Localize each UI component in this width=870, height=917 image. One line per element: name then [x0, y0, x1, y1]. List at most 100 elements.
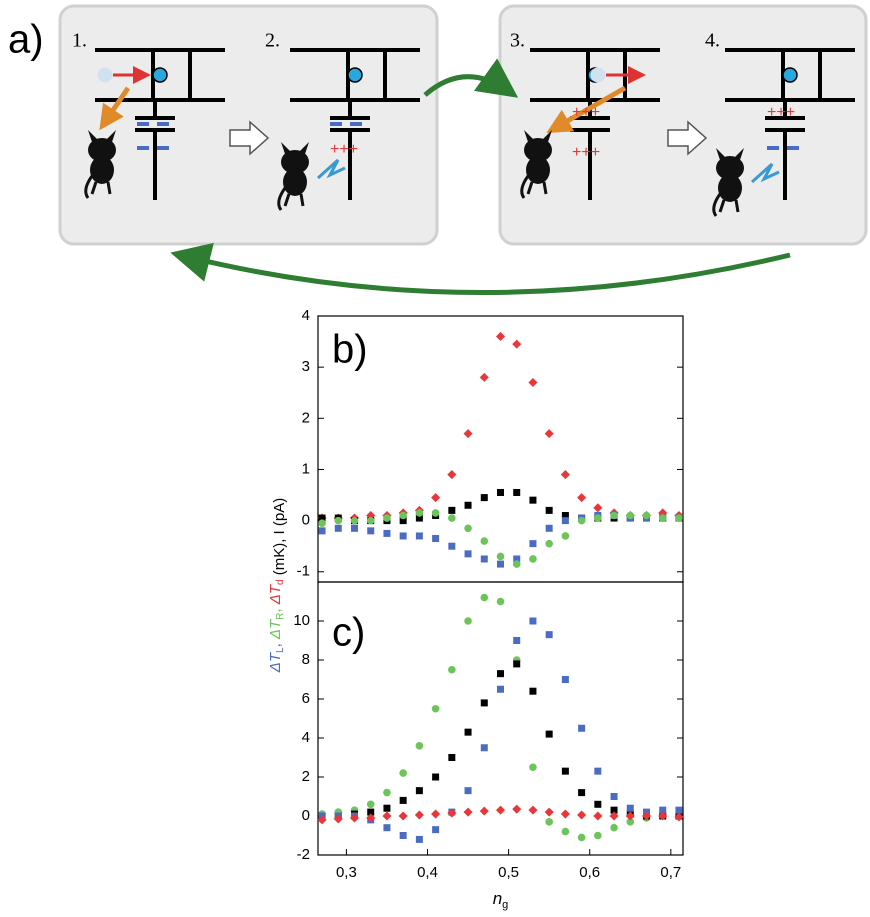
point: [367, 808, 375, 816]
point: [495, 805, 506, 815]
point: [351, 524, 358, 532]
point: [382, 811, 392, 821]
point: [545, 524, 553, 532]
point: [480, 699, 488, 707]
point: [366, 516, 375, 525]
point: [513, 637, 521, 644]
point: [610, 793, 618, 800]
point: [464, 728, 472, 736]
point: [512, 560, 521, 568]
point: [594, 767, 602, 775]
x-tick-label: 0,3: [336, 864, 357, 881]
point: [545, 818, 553, 826]
point: [318, 519, 326, 527]
point: [626, 818, 635, 826]
point: [512, 804, 522, 814]
point: [496, 597, 505, 606]
point: [497, 488, 504, 496]
stage: 4. +++: [667, 30, 857, 218]
point: [529, 555, 537, 563]
cycle-arrow: [170, 242, 791, 295]
point: [594, 514, 602, 522]
point: [334, 516, 343, 525]
point: [497, 670, 504, 678]
point: [349, 813, 360, 823]
point: [625, 811, 635, 821]
y-tick-label: 2: [302, 768, 310, 785]
point: [594, 831, 602, 840]
point: [529, 763, 537, 772]
y-tick-label: 0: [302, 512, 310, 529]
charge: +++: [330, 141, 358, 158]
point: [496, 552, 505, 561]
y-tick-label: 4: [302, 307, 310, 324]
point: [448, 665, 456, 674]
point: [464, 787, 472, 795]
point: [415, 787, 423, 795]
panel-label: c): [332, 611, 365, 655]
point: [431, 509, 440, 517]
label-sub: L: [275, 647, 286, 653]
x-axis-label: ng: [493, 889, 509, 910]
point: [528, 377, 538, 388]
point: [383, 514, 391, 522]
point: [610, 823, 618, 832]
point: [609, 811, 619, 821]
point: [578, 789, 586, 797]
point: [577, 810, 587, 820]
point: [464, 501, 472, 509]
label-sub: d: [275, 579, 286, 585]
point: [464, 617, 472, 625]
point: [479, 372, 489, 382]
panel-label: b): [332, 328, 368, 372]
y-tick-label: -1: [297, 563, 310, 580]
label-part: ΔT: [267, 651, 284, 673]
point: [383, 788, 391, 797]
point: [675, 514, 683, 522]
point: [318, 514, 326, 522]
y-axis-label: ΔTL, ΔTR, ΔTd (mK), I (pA): [267, 498, 288, 673]
point: [593, 503, 603, 513]
point: [448, 514, 456, 522]
step-label: 1.: [72, 30, 87, 52]
charge: +++: [572, 104, 600, 121]
point: [641, 811, 652, 821]
step-label: 3.: [510, 30, 525, 52]
point: [383, 824, 391, 832]
label-part: (mK), I (pA): [271, 498, 288, 580]
label-sub: g: [502, 899, 508, 911]
point: [415, 532, 423, 540]
point: [479, 806, 489, 816]
point: [366, 813, 376, 823]
point: [415, 509, 424, 517]
point: [544, 429, 554, 439]
plot-frame: [317, 581, 684, 856]
point: [480, 593, 489, 602]
y-tick-label: 3: [302, 358, 310, 375]
stage-panel: [58, 4, 439, 246]
point: [447, 470, 457, 480]
y-tick-label: -2: [297, 846, 310, 863]
point: [432, 535, 440, 543]
stage: 1.: [72, 30, 227, 202]
charge: +++: [767, 104, 795, 121]
point: [513, 555, 521, 563]
point: [658, 811, 668, 821]
point: [674, 812, 684, 822]
point: [399, 517, 407, 525]
point: [463, 807, 473, 817]
point: [560, 809, 570, 819]
y-tick-label: 2: [302, 409, 310, 426]
label-sep: ,: [267, 639, 284, 647]
ghost-electron: [97, 67, 113, 83]
point: [610, 806, 618, 814]
point: [367, 527, 375, 535]
point: [513, 660, 521, 668]
point: [432, 773, 440, 781]
point: [431, 809, 441, 819]
point: [480, 555, 488, 563]
point: [463, 429, 473, 439]
point: [545, 506, 553, 514]
point: [561, 676, 569, 683]
